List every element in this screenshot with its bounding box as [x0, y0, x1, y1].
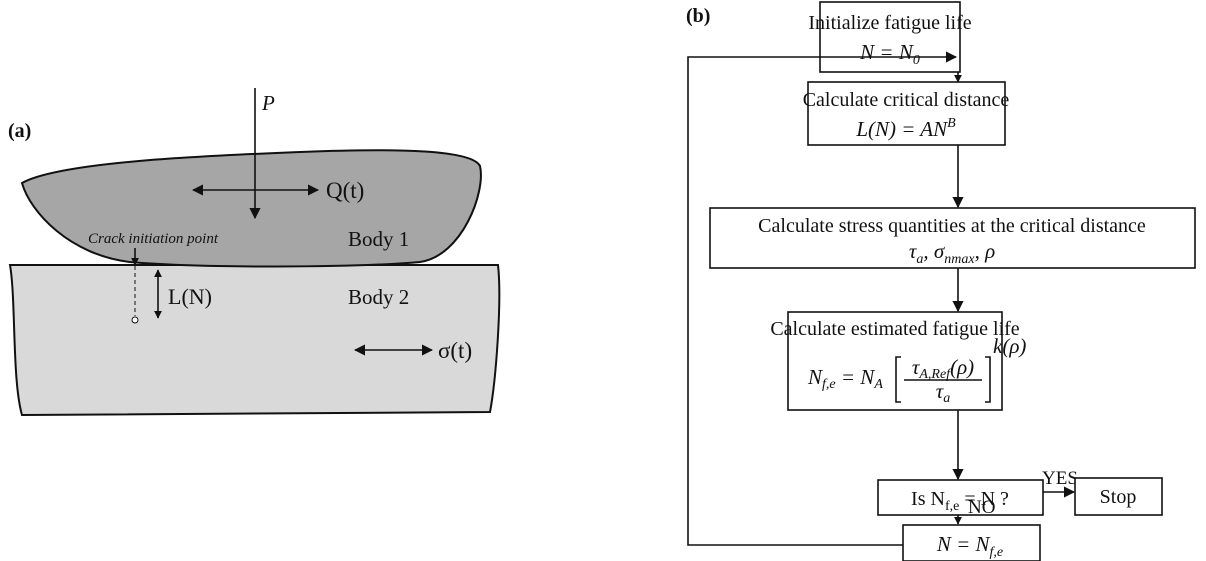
box-formula: L(N) = ANB [855, 116, 956, 141]
panel-a: (a) P Q(t) Crack initiation point L(N) B… [8, 88, 499, 415]
stress-label: σ(t) [438, 338, 472, 363]
box-formula: Nf,e = NA [807, 365, 883, 392]
formula-sub: f,e [945, 499, 959, 514]
formula-sub: f,e [990, 545, 1004, 560]
force-p-label: P [261, 91, 275, 115]
formula-part: = N [836, 365, 876, 389]
formula-part: (ρ) [950, 355, 974, 379]
body-2-label: Body 2 [348, 285, 409, 309]
panel-label: (b) [686, 5, 710, 27]
crack-label: Crack initiation point [88, 231, 219, 247]
box-title: Calculate stress quantities at the criti… [758, 215, 1146, 237]
formula-sub: nmax [944, 252, 975, 267]
box-title: Initialize fatigue life [808, 12, 971, 34]
formula-sub: a [916, 252, 923, 267]
formula-part: N [807, 365, 823, 389]
formula-sub: f,e [822, 377, 836, 392]
force-q-label: Q(t) [326, 178, 364, 203]
formula-part: , ρ [975, 239, 996, 263]
box-title: Calculate estimated fatigue life [770, 318, 1019, 340]
box-title: Calculate critical distance [803, 89, 1010, 111]
exponent: k(ρ) [993, 334, 1026, 358]
formula-part: Is N [911, 488, 945, 510]
formula-sup: B [947, 116, 956, 131]
body-1-label: Body 1 [348, 227, 409, 251]
body-2-shape [10, 265, 499, 415]
formula-sub: A [873, 377, 883, 392]
panel-label: (a) [8, 120, 31, 142]
formula-part: N = N [859, 40, 914, 64]
figure: (a) P Q(t) Crack initiation point L(N) B… [0, 0, 1206, 561]
body-1-shape [22, 150, 481, 266]
yes-label: YES [1042, 468, 1078, 489]
formula-part: N = N [936, 532, 991, 556]
formula-sub: 0 [913, 53, 920, 68]
box-formula: N = N0 [859, 40, 920, 68]
distance-label: L(N) [168, 284, 212, 309]
formula-sub: a [943, 391, 950, 406]
formula-part: L(N) = AN [855, 117, 948, 141]
crack-point [132, 317, 138, 323]
no-label: NO [968, 497, 995, 518]
panel-b: (b) Initialize fatigue life N = N0 Calcu… [686, 2, 1195, 561]
formula-part: , σ [923, 239, 946, 263]
box-title: Stop [1100, 486, 1137, 508]
